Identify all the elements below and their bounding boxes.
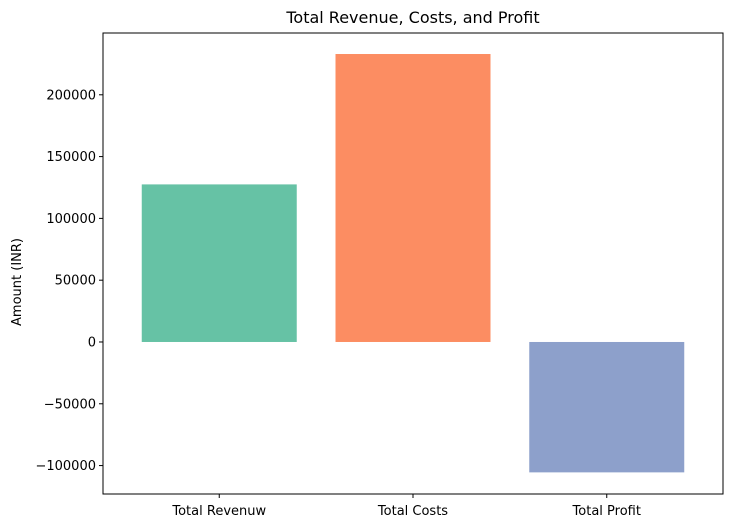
bar-total-profit [529,341,685,473]
y-tick-label: 0 [88,335,96,350]
y-tick-label: −100000 [35,459,96,474]
y-tick-label: 200000 [46,88,96,103]
y-axis-label: Amount (INR) [10,238,25,326]
x-tick-label: Total Profit [572,504,641,519]
y-tick-label: 50000 [55,274,96,289]
chart-title: Total Revenue, Costs, and Profit [285,8,539,27]
y-tick-label: −50000 [44,397,96,412]
bar-total-revenuw [141,184,297,342]
x-tick-label: Total Costs [377,504,448,519]
y-tick-label: 150000 [46,150,96,165]
y-tick-label: 100000 [46,212,96,227]
bar-total-costs [335,54,491,342]
x-axis-ticks: Total Revenuw Total Costs Total Profit [171,494,641,519]
x-tick-label: Total Revenuw [171,504,266,519]
bars-group [141,54,685,473]
y-axis-ticks: −100000 −50000 0 50000 100000 150000 200000 [35,88,103,474]
